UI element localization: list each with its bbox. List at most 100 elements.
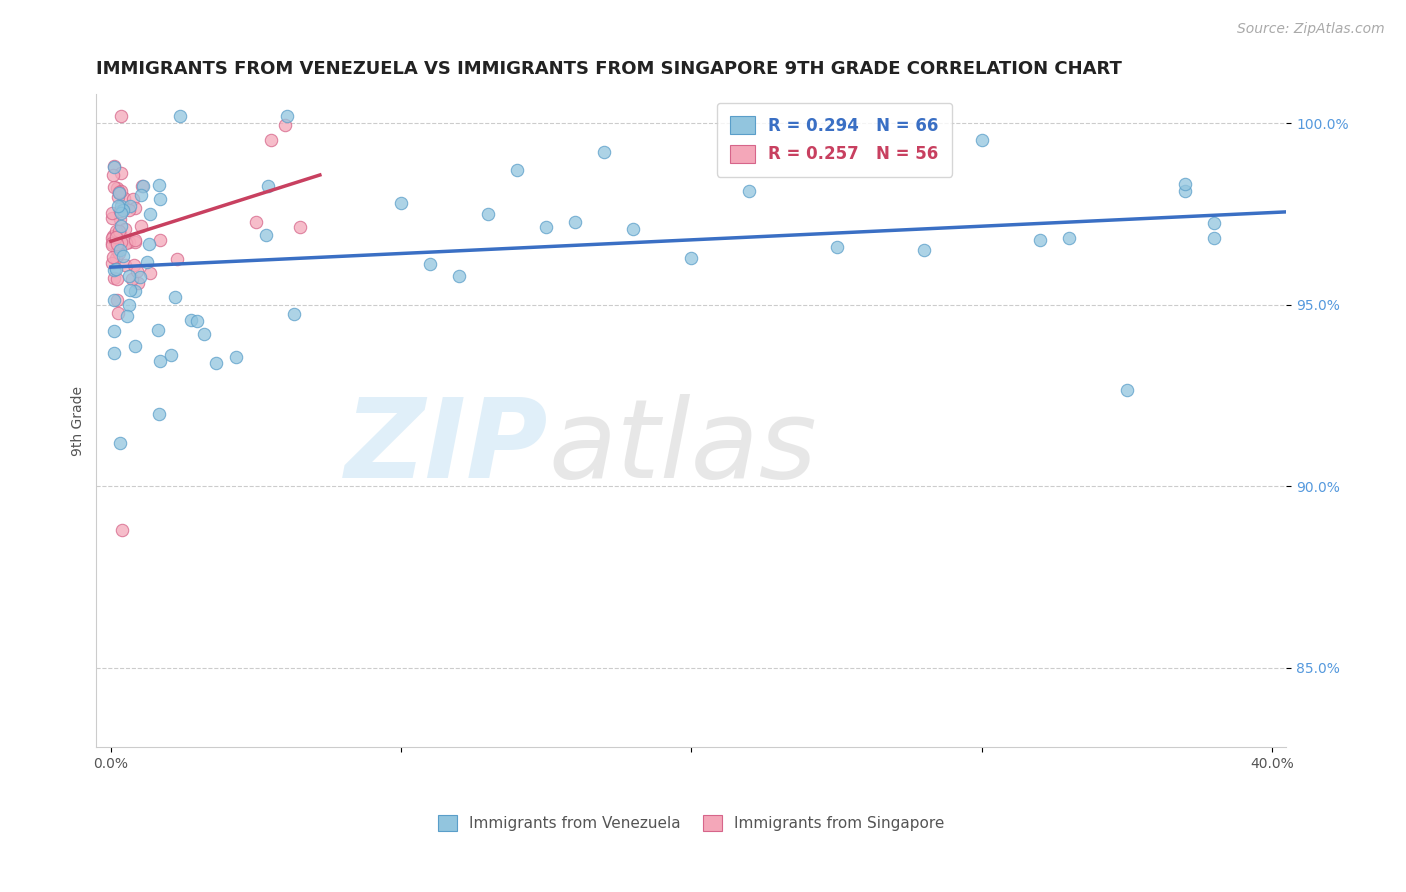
Point <box>259 133 281 147</box>
Point <box>103 324 125 338</box>
Point <box>193 327 215 342</box>
Point <box>101 211 124 225</box>
Point <box>108 244 131 258</box>
Point <box>110 205 132 219</box>
Point <box>112 191 135 205</box>
Point <box>149 233 172 247</box>
Point <box>103 345 125 359</box>
Point <box>110 109 132 123</box>
Point <box>129 188 152 202</box>
Point <box>110 166 132 180</box>
Point <box>180 313 202 327</box>
Point <box>129 270 152 285</box>
Point <box>536 220 558 235</box>
Point <box>107 246 129 260</box>
Point <box>449 269 471 284</box>
Point <box>103 271 125 285</box>
Point <box>564 215 586 229</box>
Point <box>1174 185 1197 199</box>
Point <box>103 229 125 244</box>
Point <box>139 266 162 280</box>
Point <box>477 207 499 221</box>
Point <box>108 212 131 227</box>
Text: atlas: atlas <box>548 393 817 500</box>
Point <box>681 251 703 265</box>
Point <box>108 185 131 199</box>
Point <box>254 228 277 243</box>
Point <box>506 163 529 178</box>
Point <box>112 249 135 263</box>
Point <box>101 256 124 270</box>
Point <box>1057 231 1080 245</box>
Point <box>118 202 141 217</box>
Point <box>103 160 125 174</box>
Point <box>105 237 128 252</box>
Point <box>124 201 146 215</box>
Point <box>110 226 132 240</box>
Point <box>111 523 134 537</box>
Point <box>1202 216 1225 230</box>
Point <box>146 324 169 338</box>
Point <box>419 257 441 271</box>
Point <box>970 133 993 147</box>
Point <box>101 238 124 252</box>
Point <box>105 261 128 276</box>
Point <box>108 224 131 238</box>
Point <box>107 199 129 213</box>
Point <box>276 109 298 123</box>
Point <box>127 264 149 278</box>
Point <box>110 235 132 249</box>
Point <box>135 255 157 269</box>
Point <box>148 178 170 192</box>
Legend: Immigrants from Venezuela, Immigrants from Singapore: Immigrants from Venezuela, Immigrants fr… <box>430 807 952 838</box>
Point <box>105 224 128 238</box>
Point <box>738 184 761 198</box>
Point <box>593 145 616 159</box>
Point <box>274 118 297 132</box>
Point <box>124 235 146 249</box>
Point <box>205 356 228 370</box>
Point <box>124 284 146 298</box>
Point <box>169 109 191 123</box>
Point <box>105 181 128 195</box>
Point <box>389 195 412 210</box>
Point <box>115 309 138 323</box>
Point <box>110 199 132 213</box>
Point <box>118 235 141 249</box>
Point <box>107 186 129 200</box>
Point <box>825 240 848 254</box>
Point <box>118 268 141 283</box>
Point <box>110 185 132 199</box>
Point <box>1115 383 1137 397</box>
Point <box>138 236 160 251</box>
Point <box>160 348 183 362</box>
Point <box>121 271 143 285</box>
Point <box>621 221 644 235</box>
Point <box>131 179 153 194</box>
Point <box>101 168 124 182</box>
Point <box>104 251 127 265</box>
Point <box>103 250 125 264</box>
Point <box>110 219 132 234</box>
Point <box>103 293 125 307</box>
Point <box>107 189 129 203</box>
Point <box>1174 178 1197 192</box>
Text: IMMIGRANTS FROM VENEZUELA VS IMMIGRANTS FROM SINGAPORE 9TH GRADE CORRELATION CHA: IMMIGRANTS FROM VENEZUELA VS IMMIGRANTS … <box>97 60 1122 78</box>
Point <box>105 272 128 286</box>
Point <box>257 179 280 194</box>
Point <box>101 231 124 245</box>
Point <box>114 258 136 272</box>
Point <box>148 407 170 421</box>
Point <box>110 203 132 218</box>
Point <box>283 307 305 321</box>
Point <box>101 206 124 220</box>
Point <box>138 207 160 221</box>
Text: ZIP: ZIP <box>344 393 548 500</box>
Point <box>115 235 138 250</box>
Point <box>186 314 208 328</box>
Point <box>245 215 267 229</box>
Point <box>105 230 128 244</box>
Point <box>165 290 187 304</box>
Point <box>912 244 935 258</box>
Point <box>108 435 131 450</box>
